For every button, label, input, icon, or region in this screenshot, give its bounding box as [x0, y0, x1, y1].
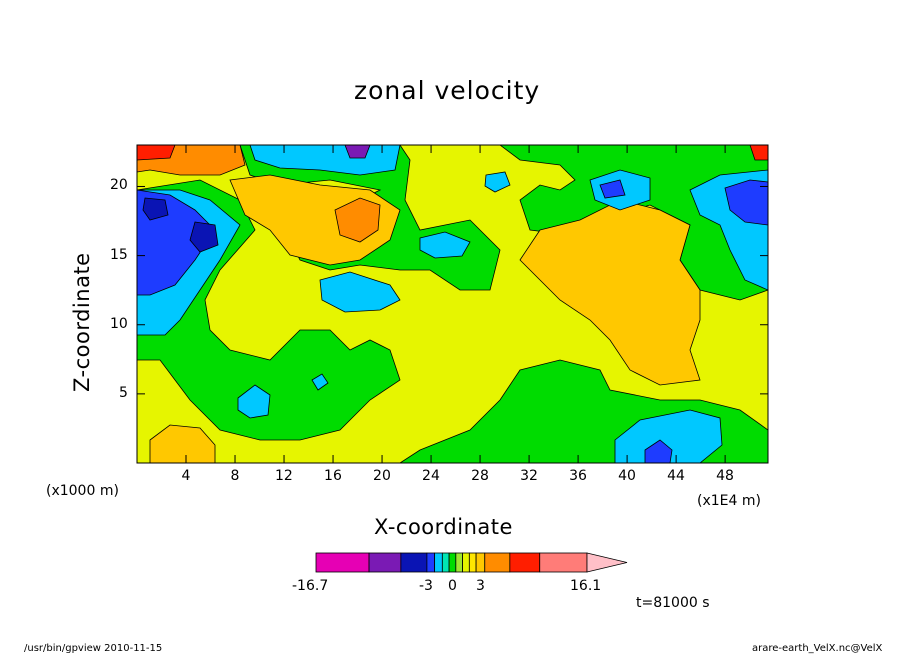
- x-unit-right: (x1E4 m): [697, 493, 761, 509]
- colorbar-extend-arrow: [586, 552, 628, 573]
- contour-orange-bottom-left: [149, 424, 216, 463]
- colorbar-band: [484, 552, 511, 573]
- colorbar-min-label: -16.7: [292, 578, 329, 594]
- footer-right: arare-earth_VelX.nc@VelX: [752, 643, 883, 654]
- contour-field: [137, 145, 768, 463]
- colorbar-band: [441, 552, 450, 573]
- y-tick-label: 5: [119, 384, 128, 401]
- colorbar: [315, 552, 628, 573]
- colorbar-band: [400, 552, 428, 573]
- contour-cyan-mid2: [419, 231, 471, 259]
- x-tick-label: 8: [230, 468, 240, 484]
- time-label: t=81000 s: [636, 595, 710, 611]
- x-tick-label: 12: [275, 468, 293, 484]
- x-tick-label: 4: [181, 468, 191, 484]
- colorbar-band: [468, 552, 477, 573]
- x-tick-label: 36: [569, 468, 587, 484]
- contour-red-top-left: [137, 145, 176, 161]
- x-axis-title: X-coordinate: [374, 515, 513, 539]
- colorbar-band: [315, 552, 370, 573]
- colorbar-band: [455, 552, 463, 573]
- axis-ticks: [137, 145, 768, 463]
- contour-cyan-dot: [311, 373, 329, 391]
- x-tick-label: 28: [471, 468, 489, 484]
- x-tick-label: 32: [520, 468, 538, 484]
- x-tick-label: 40: [618, 468, 636, 484]
- y-axis-title: Z-coordinate: [70, 252, 94, 392]
- plot-frame: [136, 144, 769, 464]
- contour-purple-top: [344, 145, 371, 159]
- contour-darkblue-left: [142, 197, 219, 253]
- contour-blue-topright: [599, 179, 626, 199]
- footer-left: /usr/bin/gpview 2010-11-15: [24, 643, 163, 654]
- contour-orange-right: [519, 199, 701, 386]
- y-tick-label: 10: [110, 315, 128, 332]
- colorbar-band: [448, 552, 457, 573]
- contour-blue-right: [724, 179, 768, 226]
- x-tick-label: 24: [422, 468, 440, 484]
- contour-cyan-small: [484, 171, 511, 193]
- y-tick-label: 20: [110, 177, 128, 194]
- colorbar-band: [539, 552, 588, 573]
- chart-title: zonal velocity: [354, 76, 541, 105]
- x-unit-left: (x1000 m): [46, 483, 119, 499]
- contour-cyan-bottom-left: [237, 384, 271, 419]
- x-tick-label: 20: [373, 468, 391, 484]
- colorbar-band: [475, 552, 486, 573]
- y-tick-label: 15: [110, 246, 128, 263]
- x-tick-label: 48: [716, 468, 734, 484]
- colorbar-max-label: 16.1: [570, 578, 602, 594]
- contour-cyan-bottom-right: [614, 409, 723, 463]
- colorbar-mid-label-zero: 0: [448, 578, 457, 594]
- colorbar-mid-label-pos: 3: [476, 578, 485, 594]
- contour-cyan-mid: [319, 271, 401, 313]
- contour-blue-bottom-right: [644, 439, 673, 463]
- x-tick-label: 16: [324, 468, 342, 484]
- contour-orange-center: [229, 174, 401, 266]
- colorbar-band: [368, 552, 402, 573]
- x-tick-label: 44: [667, 468, 685, 484]
- contour-orange-core: [334, 197, 381, 243]
- contour-red-top-right: [749, 145, 768, 161]
- colorbar-band: [426, 552, 436, 573]
- colorbar-band: [462, 552, 470, 573]
- colorbar-band: [434, 552, 443, 573]
- colorbar-band: [509, 552, 541, 573]
- colorbar-mid-label-neg: -3: [419, 578, 433, 594]
